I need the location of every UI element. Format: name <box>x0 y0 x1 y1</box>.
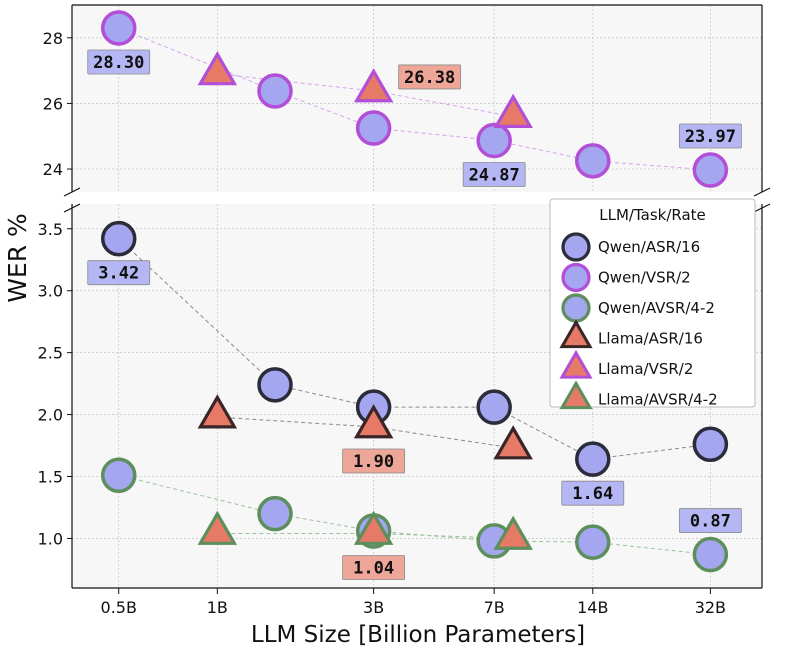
y-tick-label: 2.0 <box>38 406 63 425</box>
data-point-triangle <box>353 510 394 545</box>
data-point-triangle <box>493 93 533 128</box>
y-tick-label: 1.0 <box>38 529 63 548</box>
y-tick-label: 1.5 <box>38 468 63 487</box>
data-label-box <box>342 448 406 474</box>
x-tick-label: 7B <box>484 598 505 617</box>
legend-entry-label: Qwen/AVSR/4-2 <box>598 299 715 317</box>
data-label-box <box>87 49 151 75</box>
y-tick-label: 2.5 <box>38 344 63 363</box>
series-line <box>118 27 711 171</box>
x-tick-label: 32B <box>695 598 726 617</box>
series-line <box>118 474 711 556</box>
x-tick-label: 1B <box>207 598 228 617</box>
legend-marker-circle <box>561 232 591 262</box>
data-point-triangle <box>493 425 533 460</box>
legend-entry-label: Qwen/VSR/2 <box>598 269 691 287</box>
x-axis-title: LLM Size [Billion Parameters] <box>251 622 585 648</box>
data-label-box <box>87 260 151 286</box>
data-point-triangle <box>493 515 533 550</box>
data-point-circle <box>476 122 512 159</box>
data-point-triangle <box>353 68 394 103</box>
data-labels: 28.30 26.38 24.87 23.97 3.42 1.90 1.64 0.87 1.04 <box>87 49 742 580</box>
data-label-box <box>678 508 742 533</box>
axis-break-mark <box>753 187 771 197</box>
data-label-box <box>678 123 742 149</box>
y-axis-title: WER % <box>3 213 32 303</box>
axis-break-mark <box>63 203 81 213</box>
x-tick-label: 14B <box>577 598 608 617</box>
data-point-circle <box>257 73 293 109</box>
legend-marker-circle <box>561 262 591 293</box>
series-line <box>118 238 711 460</box>
data-point-circle <box>476 389 512 425</box>
legend-marker-circle <box>561 293 591 323</box>
data-point-circle <box>257 367 293 403</box>
data-markers <box>100 10 729 573</box>
axis-break-mark <box>63 187 81 197</box>
data-point-circle <box>100 10 137 46</box>
legend-entry-label: Llama/ASR/16 <box>598 330 703 348</box>
legend-box <box>549 198 756 408</box>
data-point-triangle <box>353 404 394 439</box>
data-label: 1.64 <box>572 484 613 504</box>
data-label: 24.87 <box>469 165 520 185</box>
y-tick-label: 26 <box>43 94 63 113</box>
data-label: 1.90 <box>353 452 394 472</box>
panel-top <box>72 5 762 192</box>
legend-entry-label: Llama/VSR/2 <box>598 360 693 378</box>
x-tick-label: 3B <box>363 598 384 617</box>
data-point-circle <box>575 143 611 179</box>
legend-marker-triangle <box>559 349 593 379</box>
axes: 24 26 28 1.0 1.5 2.0 2.5 3.0 3.5 0.5B 1B 3B 7B 14B 32B <box>38 4 771 617</box>
legend: LLM/Task/Rate Qwen/ASR/16 Qwen/VSR/2 Qwen/A… <box>549 198 756 410</box>
axis-break-mark <box>753 203 771 213</box>
data-label: 26.38 <box>404 68 455 88</box>
data-point-circle <box>692 426 729 463</box>
data-label: 1.04 <box>353 558 394 578</box>
data-point-circle <box>100 220 137 257</box>
data-point-circle <box>692 536 729 573</box>
y-tick-label: 3.5 <box>38 220 63 239</box>
legend-marker-triangle <box>559 380 593 410</box>
y-tick-label: 28 <box>43 29 63 48</box>
x-tick-label: 0.5B <box>101 598 137 617</box>
legend-title: LLM/Task/Rate <box>599 206 706 224</box>
data-point-circle <box>575 524 611 560</box>
data-label: 3.42 <box>98 264 139 284</box>
legend-entry-label: Llama/AVSR/4-2 <box>598 391 718 409</box>
y-tick-label: 3.0 <box>38 282 63 301</box>
data-label-box <box>462 162 526 187</box>
data-label: 23.97 <box>685 127 736 147</box>
data-label: 28.30 <box>93 53 144 73</box>
data-label-box <box>561 480 625 506</box>
data-point-triangle <box>197 51 238 86</box>
data-point-circle <box>692 152 729 188</box>
data-point-circle <box>355 110 392 146</box>
data-point-circle <box>257 495 293 532</box>
legend-entry-label: Qwen/ASR/16 <box>598 238 700 256</box>
data-point-circle <box>575 441 611 477</box>
legend-marker-triangle <box>559 319 593 349</box>
data-point-triangle <box>197 394 238 429</box>
data-point-circle <box>100 457 137 494</box>
data-label-box <box>342 555 406 580</box>
y-tick-label: 24 <box>43 160 63 179</box>
data-point-triangle <box>197 510 238 545</box>
data-label: 0.87 <box>690 512 731 532</box>
data-label-box <box>398 64 462 90</box>
